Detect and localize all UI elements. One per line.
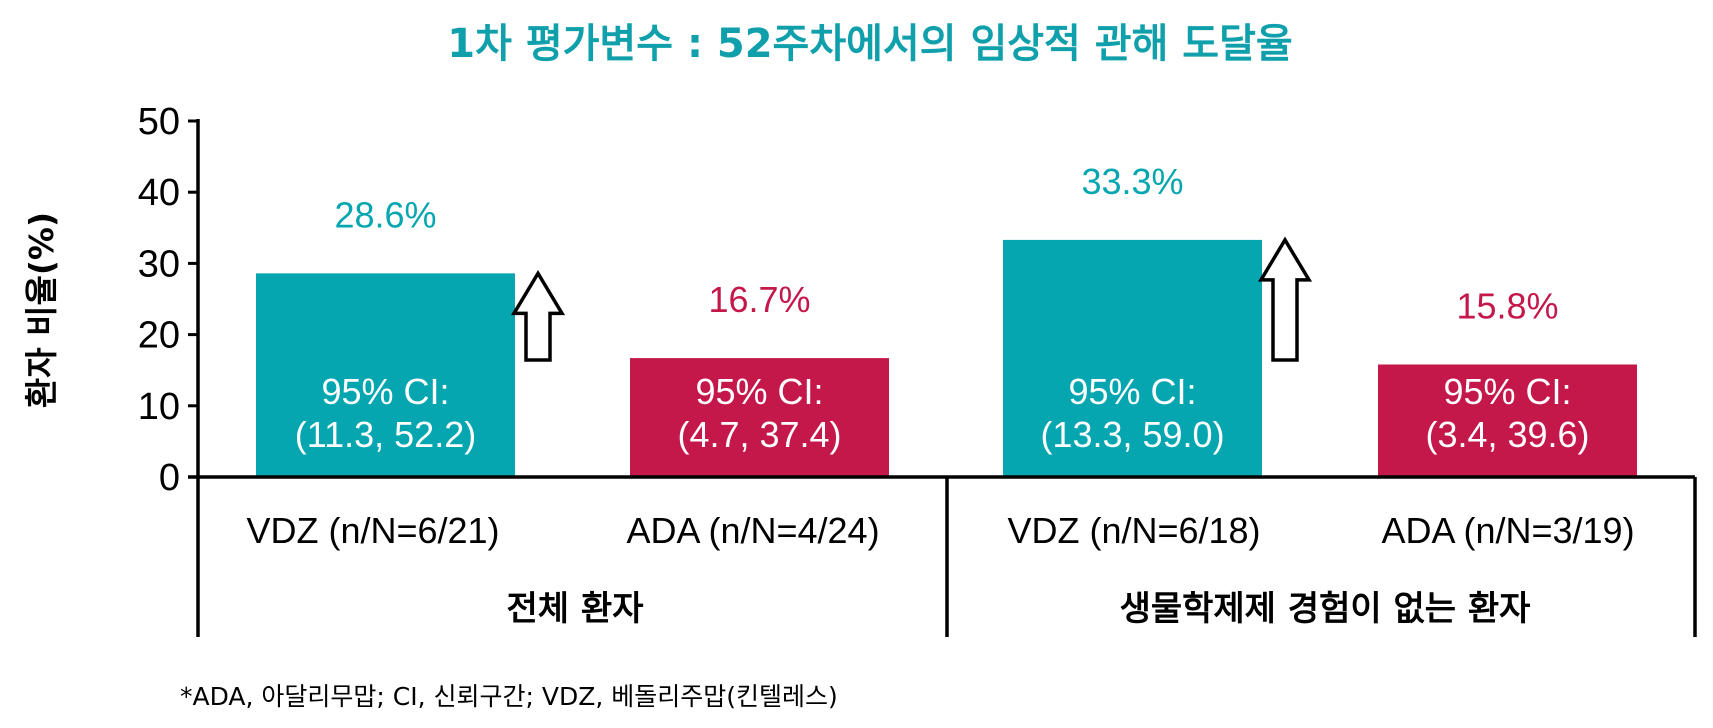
- up-arrow-icon: [510, 269, 566, 362]
- footnote: *ADA, 아달리무맙; CI, 신뢰구간; VDZ, 베돌리주맙(킨텔레스): [180, 682, 838, 711]
- category-labels: VDZ (n/N=6/21) ADA (n/N=4/24) VDZ (n/N=6/1…: [246, 510, 1634, 551]
- bar: [1003, 239, 1262, 477]
- chart-title: 1차 평가변수 : 52주차에서의 임상적 관해 도달율: [447, 21, 1292, 67]
- y-tick-label: 10: [138, 386, 180, 428]
- y-tick-label: 50: [138, 101, 180, 143]
- ci-label: 95% CI:: [1443, 371, 1571, 412]
- y-axis-ticks: 0 10 20 30 40 50: [138, 101, 198, 499]
- ci-label: (4.7, 37.4): [677, 414, 841, 455]
- x-tick-label: VDZ (n/N=6/21): [246, 510, 499, 551]
- y-tick-label: 0: [159, 457, 180, 499]
- data-label: 28.6%: [334, 194, 436, 235]
- ci-label: 95% CI:: [321, 371, 449, 412]
- y-tick-label: 30: [138, 243, 180, 285]
- data-label: 15.8%: [1456, 286, 1558, 327]
- axes: [188, 119, 1697, 637]
- ci-label: 95% CI:: [1068, 371, 1196, 412]
- bar: [1378, 364, 1637, 477]
- ci-label: (3.4, 39.6): [1425, 414, 1589, 455]
- bars: 28.6%95% CI:(11.3, 52.2)16.7%95% CI:(4.7…: [256, 161, 1637, 477]
- ci-label: (11.3, 52.2): [295, 414, 476, 455]
- x-tick-label: ADA (n/N=4/24): [626, 510, 879, 551]
- x-tick-label: ADA (n/N=3/19): [1381, 510, 1634, 551]
- ci-label: 95% CI:: [695, 371, 823, 412]
- y-axis-label: 환자 비율(%): [22, 212, 61, 408]
- x-tick-label: VDZ (n/N=6/18): [1007, 510, 1260, 551]
- bar: [630, 358, 889, 477]
- y-tick-label: 20: [138, 315, 180, 357]
- ci-label: (13.3, 59.0): [1040, 414, 1224, 455]
- data-label: 33.3%: [1081, 161, 1183, 202]
- bar: [256, 273, 515, 477]
- group-label-all-patients: 전체 환자: [507, 589, 644, 629]
- group-label-biologic-naive: 생물학제제 경험이 없는 환자: [1120, 589, 1531, 629]
- up-arrow-icon: [1257, 236, 1313, 362]
- y-tick-label: 40: [138, 172, 180, 214]
- data-label: 16.7%: [708, 279, 810, 320]
